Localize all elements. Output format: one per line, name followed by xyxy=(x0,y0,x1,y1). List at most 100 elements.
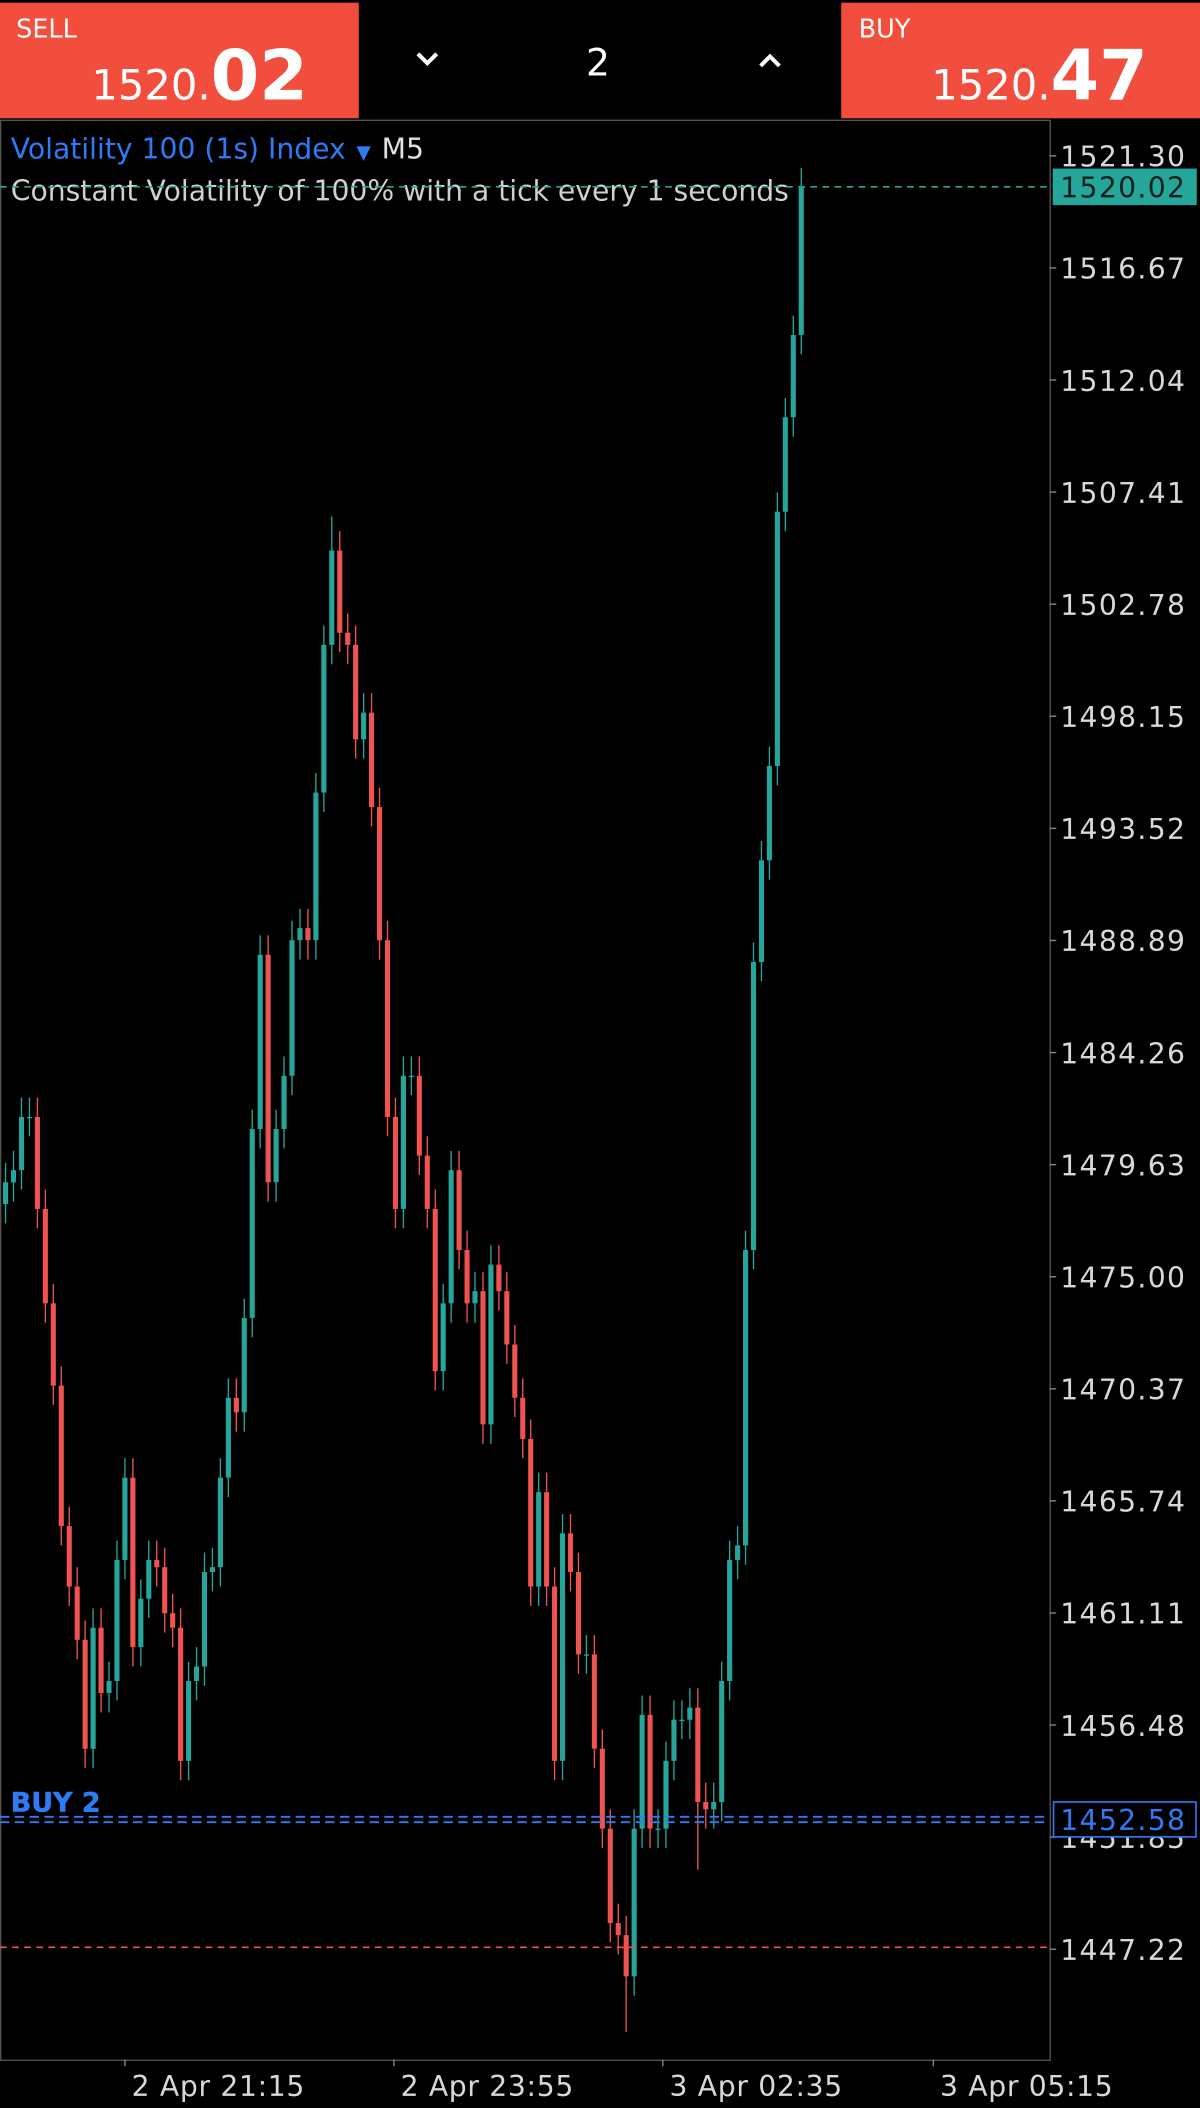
y-tick-label: 1447.22 xyxy=(1060,1934,1186,1967)
candle-body xyxy=(472,1291,478,1304)
y-tick-label: 1512.04 xyxy=(1060,365,1186,398)
buy-price: 1520.47 xyxy=(931,35,1147,116)
candle-body xyxy=(257,954,263,1130)
candle-body xyxy=(369,712,375,808)
candle-body xyxy=(233,1397,239,1413)
candle-body xyxy=(345,632,351,645)
candle-body xyxy=(193,1666,200,1681)
candle-body xyxy=(201,1572,208,1667)
candle-body xyxy=(217,1477,223,1568)
candle-body xyxy=(281,1075,287,1130)
x-tick-label: 2 Apr 23:55 xyxy=(401,2070,574,2103)
candle-body xyxy=(631,1828,637,1977)
candle-body xyxy=(559,1533,566,1761)
candle-body xyxy=(337,550,343,633)
volume-down[interactable] xyxy=(416,52,439,67)
candle-body xyxy=(599,1748,605,1829)
price-label: 1452.58 xyxy=(1060,1804,1186,1837)
candle-body xyxy=(376,807,383,941)
y-tick-label: 1470.37 xyxy=(1060,1374,1186,1407)
buy-price-big: 47 xyxy=(1050,35,1147,116)
candle-body xyxy=(225,1397,231,1478)
candle-body xyxy=(297,928,303,941)
candle-body xyxy=(480,1291,486,1425)
candle-body xyxy=(146,1559,152,1599)
candle-body xyxy=(464,1250,470,1304)
candle-body xyxy=(90,1627,96,1749)
candle-body xyxy=(774,511,780,766)
candle-body xyxy=(623,1935,629,1977)
candle-body xyxy=(679,1719,685,1722)
x-tick-label: 3 Apr 05:15 xyxy=(940,2070,1113,2103)
candle-body xyxy=(416,1075,422,1156)
candle-body xyxy=(711,1802,717,1810)
candle-body xyxy=(671,1719,677,1761)
candle-body xyxy=(34,1116,40,1209)
candle-body xyxy=(50,1303,56,1386)
y-tick-label: 1479.63 xyxy=(1060,1149,1186,1182)
candle-body xyxy=(448,1170,454,1304)
symbol-arrow: ▼ xyxy=(356,143,371,164)
candle-body xyxy=(313,792,319,941)
candle-body xyxy=(432,1208,438,1372)
candle-body xyxy=(82,1639,88,1749)
candle-body xyxy=(703,1802,709,1810)
buy-price-main: 1520. xyxy=(931,60,1050,109)
price-label: 1520.02 xyxy=(1060,172,1186,205)
volume-up[interactable] xyxy=(759,53,781,68)
candle-body xyxy=(424,1155,430,1209)
chart-title[interactable]: Volatility 100 (1s) Index ▼ M5 xyxy=(11,133,424,166)
candle-body xyxy=(663,1760,669,1829)
volume[interactable]: 2 xyxy=(586,40,610,84)
candle-body xyxy=(496,1264,502,1292)
candle-body xyxy=(647,1714,653,1829)
candle-body xyxy=(384,940,391,1117)
y-tick-label: 1456.48 xyxy=(1060,1710,1186,1743)
sell-price-big: 02 xyxy=(211,35,308,116)
candle-body xyxy=(241,1317,247,1413)
candle-body xyxy=(639,1714,645,1829)
y-tick-label: 1502.78 xyxy=(1060,589,1186,622)
candle-body xyxy=(186,1680,192,1761)
candle-body xyxy=(106,1680,112,1694)
candle-body xyxy=(273,1129,279,1183)
candle-body xyxy=(735,1545,741,1560)
candle-body xyxy=(289,940,295,1076)
x-tick-label: 3 Apr 02:35 xyxy=(670,2070,843,2103)
candle-body xyxy=(162,1567,168,1614)
y-tick-label: 1516.67 xyxy=(1060,253,1186,286)
candle-body xyxy=(408,1075,414,1078)
candle-body xyxy=(552,1586,558,1761)
candle-body xyxy=(170,1613,176,1628)
candle-body xyxy=(655,1828,661,1830)
candle-body xyxy=(26,1116,32,1119)
candle-body xyxy=(130,1477,136,1648)
candle-body xyxy=(727,1559,733,1681)
sell-label: SELL xyxy=(16,15,78,45)
candle-body xyxy=(615,1923,621,1936)
candle-body xyxy=(504,1291,510,1345)
candle-body xyxy=(591,1654,597,1749)
candle-body xyxy=(329,550,335,645)
candle-body xyxy=(719,1680,725,1803)
candle-body xyxy=(536,1492,542,1587)
price-label-box xyxy=(1052,1801,1197,1838)
buy-button[interactable]: BUY 1520.47 xyxy=(841,2,1200,119)
sell-price: 1520.02 xyxy=(91,35,307,116)
candle-body xyxy=(361,712,367,740)
candle-body xyxy=(575,1572,582,1655)
y-tick-label: 1507.41 xyxy=(1060,477,1186,510)
y-tick-label: 1475.00 xyxy=(1060,1261,1186,1294)
candle-body xyxy=(400,1075,406,1209)
y-tick-label: 1498.15 xyxy=(1060,701,1186,734)
buy-label: BUY xyxy=(859,15,911,45)
y-tick-label: 1484.26 xyxy=(1060,1037,1186,1070)
x-tick-label: 2 Apr 21:15 xyxy=(132,2070,305,2103)
candle-body xyxy=(138,1598,144,1648)
y-tick-label: 1488.89 xyxy=(1060,925,1186,958)
sell-button[interactable]: SELL 1520.02 xyxy=(0,2,359,119)
candle-body xyxy=(687,1707,693,1720)
candle-body xyxy=(567,1533,574,1573)
candle-body xyxy=(782,417,788,512)
